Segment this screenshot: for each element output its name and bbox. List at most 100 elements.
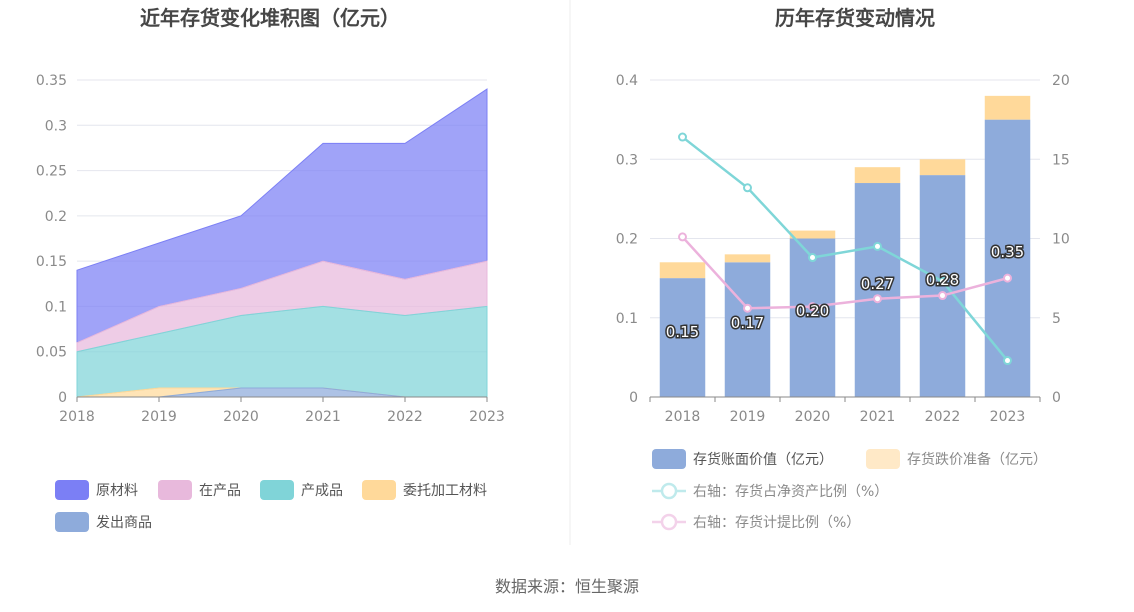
y-tick-label: 0.35	[36, 73, 67, 89]
x-tick-label: 2021	[860, 409, 896, 425]
line-point	[743, 183, 752, 193]
legend-item[interactable]: 存货跌价准备（亿元）	[866, 449, 1047, 469]
stacked-area-chart-title: 近年存货变化堆积图（亿元）	[140, 6, 400, 30]
bar-segment	[919, 175, 966, 397]
right-data-labels: 0.15 0.17 0.20 0.27 0.28 0.35	[664, 242, 1025, 343]
stacked-area-chart: 近年存货变化堆积图（亿元） 0 0.05 0.1 0.15 0.2 0.25 0.3 0.35…	[36, 6, 505, 532]
line-series	[681, 236, 1008, 310]
left-areas	[76, 88, 488, 398]
x-tick-label: 2021	[305, 409, 341, 425]
legend-swatch	[55, 512, 89, 532]
bar-segment	[789, 238, 836, 397]
left-axis: 0 0.05 0.1 0.15 0.2 0.25 0.3 0.35 2018 2019 2020 20…	[36, 73, 505, 425]
line-point	[808, 302, 817, 312]
x-tick-label: 2023	[469, 409, 505, 425]
bar-segment	[854, 183, 901, 397]
legend-item[interactable]: 发出商品	[55, 512, 152, 532]
right-axis: 0 0.1 0.2 0.3 0.4 0 5 10 15 20 2018 2019 2020 2021 202…	[616, 73, 1070, 425]
y2-tick-label: 20	[1052, 73, 1070, 89]
bar-segment	[854, 167, 901, 184]
x-tick-label: 2022	[925, 409, 961, 425]
legend-marker	[660, 482, 678, 500]
bar-segment	[724, 254, 771, 263]
bar-segment	[724, 262, 771, 397]
y-tick-label: 0.2	[616, 232, 638, 248]
legend-label: 在产品	[199, 483, 241, 499]
line-point	[1003, 356, 1012, 366]
y-tick-label: 0.05	[36, 345, 67, 361]
y2-tick-label: 5	[1052, 311, 1061, 327]
y2-tick-label: 10	[1052, 232, 1070, 248]
y-tick-label: 0.3	[45, 118, 67, 134]
inventory-bar-line-chart: 历年存货变动情况 0.15 0.170.200.27 0.280.35 00.10.…	[616, 6, 1070, 531]
legend-item[interactable]: 委托加工材料	[362, 480, 487, 500]
y-tick-label: 0.2	[45, 209, 67, 225]
y2-tick-label: 0	[1052, 390, 1061, 406]
line-point	[873, 294, 882, 304]
y-tick-label: 0	[58, 390, 67, 406]
line-point	[1003, 273, 1012, 283]
x-tick-label: 2018	[665, 409, 701, 425]
right-legend[interactable]: 存货账面价值（亿元） 存货跌价准备（亿元） 右轴：存货占净资产比例（%） 右轴：存货计…	[652, 449, 1047, 531]
x-tick-label: 2023	[990, 409, 1026, 425]
y-tick-label: 0.1	[45, 299, 67, 315]
legend-swatch	[260, 480, 294, 500]
bar-data-label: 0.15	[666, 323, 699, 341]
legend-label: 存货跌价准备（亿元）	[907, 451, 1047, 468]
right-bars	[659, 95, 1031, 397]
y-tick-label: 0.3	[616, 152, 638, 168]
line-point	[808, 253, 817, 263]
bar-data-label: 0.28	[926, 271, 959, 289]
legend-swatch	[55, 480, 89, 500]
legend-label: 存货账面价值（亿元）	[693, 451, 833, 468]
bar-data-label: 0.35	[991, 243, 1024, 261]
line-point	[678, 232, 687, 242]
bar-segment	[659, 262, 706, 279]
inventory-chart-title: 历年存货变动情况	[775, 6, 935, 30]
legend-marker	[660, 513, 678, 531]
x-tick-label: 2018	[59, 409, 95, 425]
line-series	[681, 136, 1009, 362]
right-grid	[650, 79, 1040, 319]
legend-item[interactable]: 右轴：存货占净资产比例（%）	[652, 482, 888, 500]
legend-swatch	[158, 480, 192, 500]
y-tick-label: 0.25	[36, 164, 67, 180]
line-point	[678, 132, 687, 142]
legend-item[interactable]: 产成品	[260, 480, 343, 500]
legend-label: 委托加工材料	[403, 483, 487, 499]
data-source: 数据来源：恒生聚源	[495, 577, 639, 596]
legend-swatch	[362, 480, 396, 500]
bar-data-label: 0.17	[731, 314, 764, 332]
legend-item[interactable]: 右轴：存货计提比例（%）	[652, 513, 860, 531]
x-tick-label: 2019	[141, 409, 177, 425]
bar-segment	[984, 95, 1031, 120]
legend-label: 右轴：存货占净资产比例（%）	[693, 483, 888, 500]
legend-label: 原材料	[96, 483, 138, 499]
bar-segment	[919, 159, 966, 176]
bar-data-label: 0.20	[796, 302, 829, 320]
line-point	[873, 241, 882, 251]
legend-item[interactable]: 原材料	[55, 480, 138, 500]
legend-item[interactable]: 在产品	[158, 480, 241, 500]
legend-label: 发出商品	[96, 515, 152, 531]
y-tick-label: 0	[629, 390, 638, 406]
x-tick-label: 2022	[387, 409, 423, 425]
bar-segment	[984, 119, 1031, 397]
legend-swatch	[652, 449, 686, 469]
legend-label: 产成品	[301, 483, 343, 499]
y-tick-label: 0.1	[616, 311, 638, 327]
bar-segment	[789, 230, 836, 239]
bar-segment	[659, 278, 706, 397]
legend-item[interactable]: 存货账面价值（亿元）	[652, 449, 833, 469]
right-lines	[678, 132, 1012, 366]
y-tick-label: 0.15	[36, 254, 67, 270]
legend-label: 右轴：存货计提比例（%）	[693, 514, 860, 531]
line-point	[938, 276, 947, 286]
y2-tick-label: 15	[1052, 152, 1070, 168]
line-point	[743, 303, 752, 313]
line-point	[938, 291, 947, 301]
x-tick-label: 2019	[730, 409, 766, 425]
x-tick-label: 2020	[795, 409, 831, 425]
